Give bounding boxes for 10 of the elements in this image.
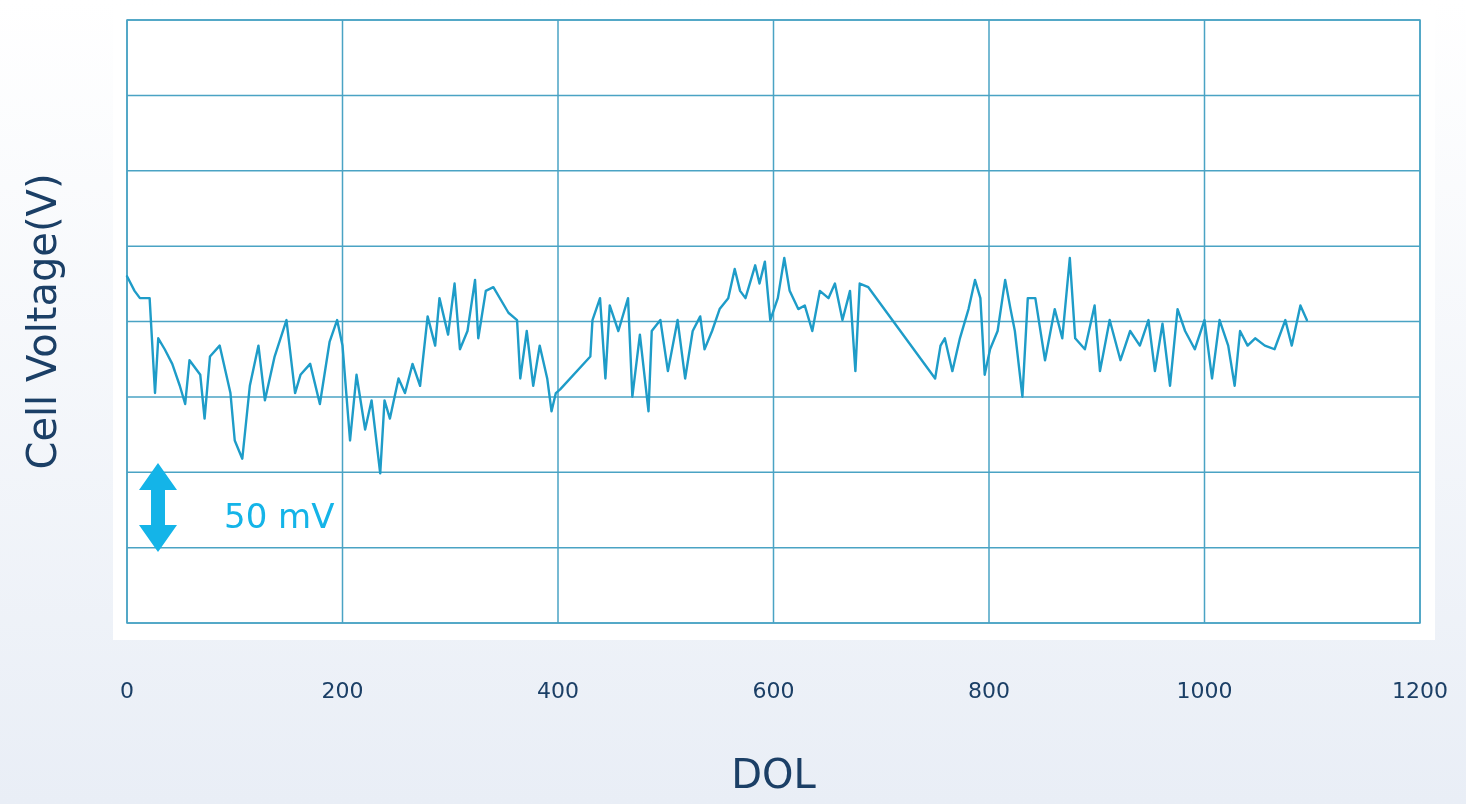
x-tick-label: 1000: [1176, 678, 1233, 703]
x-tick-label: 200: [321, 678, 364, 703]
x-tick-label: 400: [537, 678, 579, 703]
x-tick-label: 800: [968, 678, 1010, 703]
x-axis-title: DOL: [731, 751, 817, 797]
annotation: 50 mV: [224, 496, 335, 536]
x-tick-label: 0: [120, 678, 134, 703]
y-axis-title: Cell Voltage(V): [19, 173, 65, 470]
x-tick-label: 600: [752, 678, 795, 703]
x-tick-label: 1200: [1392, 678, 1448, 703]
